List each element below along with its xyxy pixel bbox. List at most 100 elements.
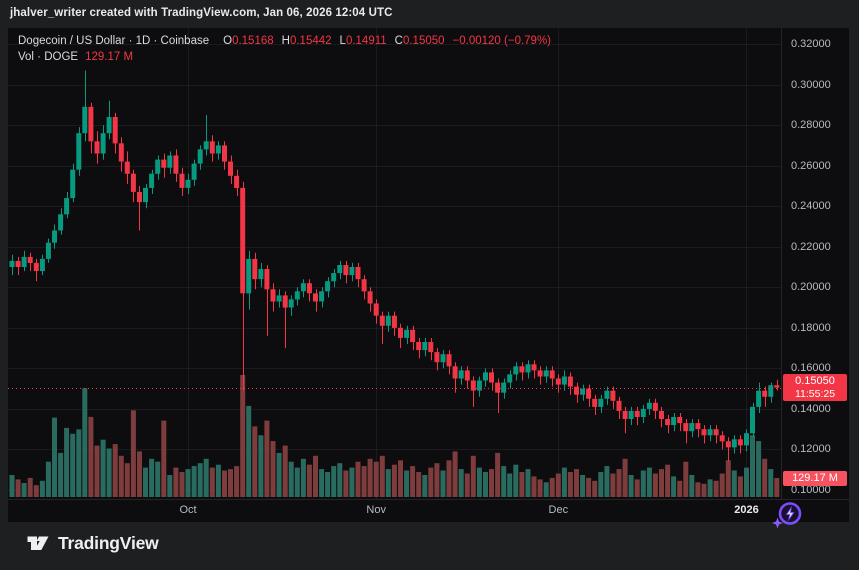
volume-bar: [446, 460, 452, 497]
candle-body: [118, 143, 124, 162]
candle-body: [598, 398, 604, 407]
price-tick-label: 0.20000: [791, 281, 831, 294]
volume-bar: [88, 416, 94, 497]
volume-bar: [476, 467, 482, 497]
boost-lightning-icon[interactable]: [764, 496, 806, 532]
volume-label[interactable]: Vol · DOGE: [18, 51, 79, 63]
time-tick-label: 2026: [734, 504, 759, 516]
price-tick-label: 0.30000: [791, 78, 831, 91]
volume-bar: [458, 469, 464, 497]
volume-bar: [15, 479, 21, 497]
symbol-title[interactable]: Dogecoin / US Dollar · 1D · Coinbase: [18, 35, 210, 47]
candle-body: [27, 256, 33, 263]
volume-bar: [70, 433, 76, 497]
volume-bar: [762, 458, 768, 497]
candle-body: [689, 423, 695, 432]
tradingview-logo-text: TradingView: [58, 532, 159, 553]
candle-body: [762, 390, 768, 397]
volume-bar: [495, 452, 501, 497]
price-tick-label: 0.26000: [791, 159, 831, 172]
candle-body: [367, 291, 373, 304]
candle-body: [343, 265, 349, 276]
candle-body: [258, 269, 264, 280]
volume-bar: [744, 467, 749, 497]
volume-bar: [622, 458, 628, 497]
volume-bar: [404, 470, 410, 497]
time-axis[interactable]: Oct Nov Dec 2026: [8, 499, 781, 522]
candle-body: [361, 279, 367, 292]
volume-bar: [325, 472, 331, 497]
volume-bar: [179, 472, 185, 497]
volume-bar: [240, 375, 246, 497]
price-tick-label: 0.32000: [791, 38, 831, 50]
candle-body: [725, 441, 731, 448]
candle-body: [416, 342, 422, 351]
volume-bar: [124, 463, 130, 497]
ohlc-open-value: 0.15168: [232, 35, 274, 47]
volume-bar: [228, 469, 233, 497]
candle-body: [391, 315, 397, 328]
volume-bar: [652, 473, 658, 497]
candle-body: [252, 258, 258, 280]
volume-bar: [586, 477, 592, 497]
candle-body: [561, 376, 567, 385]
candle-body: [707, 429, 713, 436]
candle-body: [549, 370, 555, 379]
volume-badge: 129.17 M: [783, 470, 847, 486]
volume-bar: [137, 451, 142, 497]
volume-bar: [234, 466, 240, 497]
volume-bar: [313, 455, 318, 497]
chart-canvas[interactable]: [8, 28, 849, 522]
candle-body: [398, 327, 403, 338]
price-tick-label: 0.22000: [791, 240, 831, 253]
volume-bar: [197, 463, 203, 497]
candle-body: [130, 173, 136, 192]
volume-bar: [100, 439, 106, 497]
candle-body: [76, 133, 82, 170]
candle-body: [580, 388, 586, 395]
volume-bar: [300, 458, 306, 497]
volume-bar: [64, 427, 70, 497]
legend-symbol-row[interactable]: Dogecoin / US Dollar · 1D · Coinbase O0.1…: [18, 33, 551, 49]
candle-body: [458, 370, 464, 379]
volume-bar: [737, 476, 743, 497]
candle-body: [543, 370, 549, 377]
volume-bar: [567, 472, 573, 497]
legend-volume-row[interactable]: Vol · DOGE 129.17 M: [18, 49, 551, 65]
volume-bar: [106, 448, 112, 497]
candle-body: [756, 390, 762, 407]
volume-bar: [264, 420, 270, 497]
volume-bar: [209, 467, 215, 497]
volume-bar: [143, 467, 148, 497]
candle-body: [616, 400, 622, 411]
candle-body: [88, 106, 94, 142]
volume-bar: [27, 477, 33, 497]
candle-body: [634, 410, 640, 417]
tradingview-logo[interactable]: TradingView: [26, 532, 159, 554]
candle-body: [683, 423, 689, 432]
candle-body: [646, 402, 652, 409]
candle-body: [234, 175, 240, 188]
volume-bar: [258, 435, 264, 497]
candle-body: [106, 117, 112, 134]
volume-bar: [319, 469, 325, 497]
candle-body: [592, 398, 598, 407]
candle-body: [519, 366, 525, 373]
volume-bar: [173, 467, 179, 497]
volume-bar: [646, 467, 652, 497]
candle-body: [671, 417, 677, 426]
volume-bar: [270, 441, 276, 497]
bar-countdown: 11:55:25: [794, 387, 836, 400]
candle-body: [446, 354, 452, 367]
candle-body: [64, 198, 70, 215]
candle-body: [15, 260, 21, 267]
volume-bar: [731, 470, 737, 497]
ohlc-high-label: H: [281, 35, 290, 47]
volume-bar: [288, 461, 294, 497]
candle-body: [276, 295, 282, 302]
volume-bar: [118, 455, 124, 497]
volume-bar: [130, 410, 136, 497]
volume-bar: [82, 388, 88, 497]
volume-bar: [416, 472, 422, 497]
